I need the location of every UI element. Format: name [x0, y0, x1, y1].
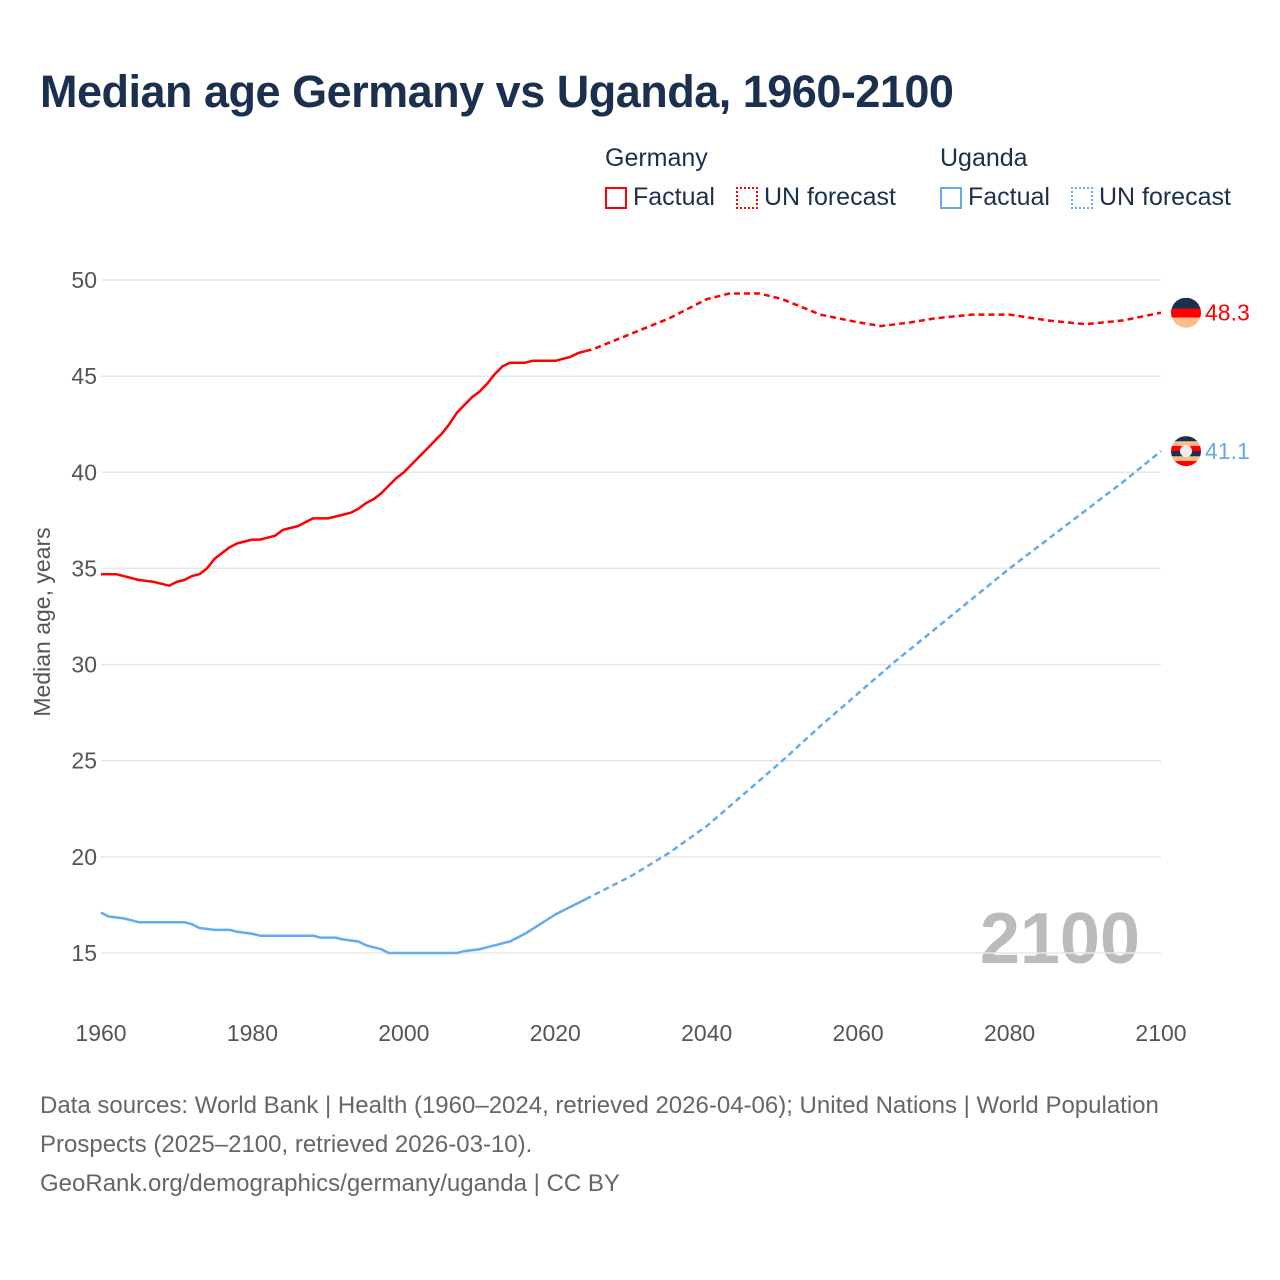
flag-emblem: [1180, 445, 1192, 458]
y-tick-label: 30: [71, 652, 97, 678]
end-value-label: 48.3: [1205, 300, 1250, 326]
legend-germany: Germany Factual UN forecast: [605, 144, 910, 216]
flag-stripe: [1171, 317, 1201, 328]
flag-stripe: [1171, 436, 1201, 442]
flag-uganda-icon: [1171, 436, 1201, 467]
x-tick-label: 1980: [227, 1020, 278, 1046]
legend-uganda-title: Uganda: [940, 144, 1028, 172]
legend-uganda-forecast[interactable]: UN forecast: [1070, 183, 1231, 212]
x-tick-label: 2020: [530, 1020, 581, 1046]
legend-swatch-solid: [605, 186, 627, 209]
y-tick-label: 40: [71, 459, 97, 485]
source-text: Data sources: World Bank | Health (1960–…: [40, 1092, 1159, 1158]
series-line-germany-factual: [101, 349, 586, 587]
series-line-uganda-factual: [100, 898, 587, 955]
legend-germany-factual[interactable]: Factual: [605, 183, 715, 212]
source-note: Data sources: World Bank | Health (1960–…: [40, 1086, 1190, 1203]
flag-stripe: [1171, 441, 1201, 447]
legend-label: UN forecast: [763, 183, 896, 211]
legend-swatch-dotted: [735, 186, 758, 209]
legend-swatch-solid: [940, 186, 962, 209]
flag-stripe: [1171, 308, 1201, 318]
y-tick-label: 15: [71, 940, 97, 966]
series-line-uganda-un-forecast: [585, 450, 1162, 901]
series-line-germany-un-forecast: [585, 292, 1162, 353]
legend-germany-title: Germany: [605, 144, 708, 172]
legend-label: Factual: [633, 183, 715, 211]
source-link[interactable]: GeoRank.org/demographics/germany/uganda …: [40, 1170, 620, 1197]
y-axis-label: Median age, years: [29, 527, 55, 716]
x-tick-label: 2080: [984, 1020, 1035, 1046]
x-tick-label: 2040: [681, 1020, 732, 1046]
y-tick-label: 45: [71, 363, 97, 389]
flag-stripe: [1171, 461, 1201, 467]
chart-plot: 2100 Median age, years 15 20 25 30 35 40 45 50 1…: [29, 267, 1250, 1046]
x-tick-label: 2000: [378, 1020, 429, 1046]
flag-stripe: [1171, 297, 1201, 309]
y-tick-label: 35: [71, 555, 97, 581]
flag-stripe: [1171, 456, 1201, 462]
legend-uganda: Uganda Factual UN forecast: [940, 144, 1245, 216]
legend-swatch-dotted: [1070, 186, 1093, 209]
end-value-label: 41.1: [1205, 438, 1250, 464]
y-tick-label: 25: [71, 748, 97, 774]
x-tick-label: 2060: [833, 1020, 884, 1046]
legend-uganda-factual[interactable]: Factual: [940, 183, 1050, 212]
chart-title: Median age Germany vs Uganda, 1960-2100: [40, 66, 954, 117]
flag-germany-icon: [1171, 297, 1201, 328]
x-tick-label: 2100: [1135, 1020, 1186, 1046]
y-tick-label: 50: [71, 267, 97, 293]
legend-germany-forecast[interactable]: UN forecast: [735, 183, 896, 212]
x-tick-label: 1960: [75, 1020, 126, 1046]
legend-label: Factual: [968, 183, 1050, 211]
y-tick-label: 20: [71, 844, 97, 870]
year-watermark: 2100: [980, 899, 1140, 979]
legend-label: UN forecast: [1098, 183, 1231, 211]
